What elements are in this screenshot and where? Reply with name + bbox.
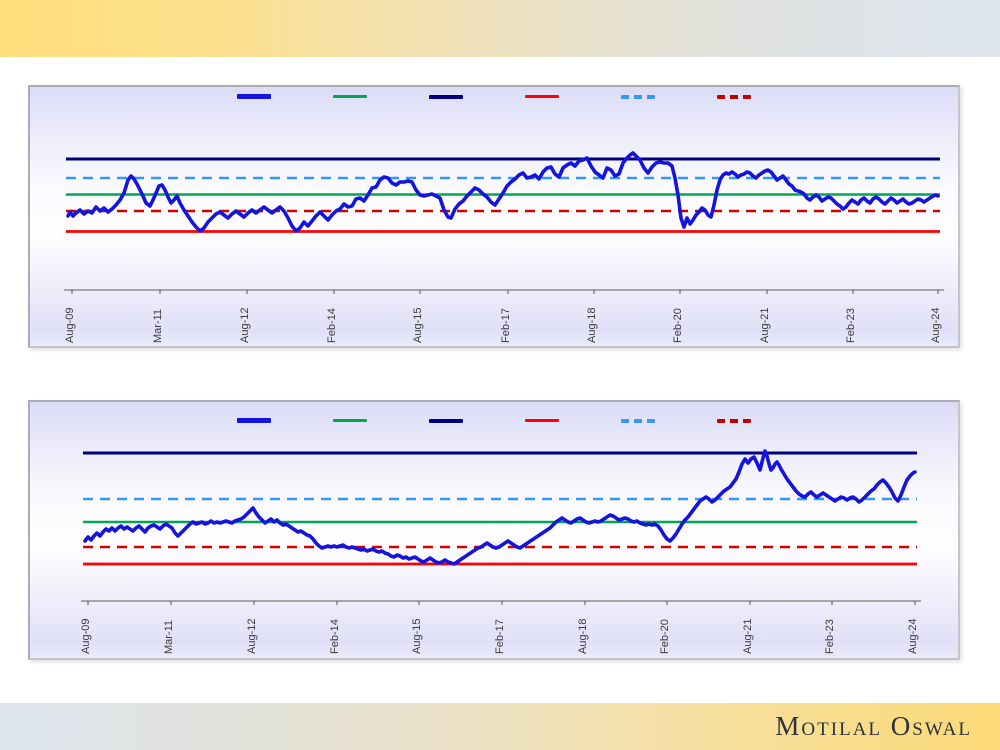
chart-legend [30,94,958,99]
x-axis-label: Feb-17 [500,308,512,343]
x-axis-label: Aug-21 [742,618,754,654]
x-axis-label: Feb-14 [326,308,338,343]
x-axis-label: Aug-18 [577,618,589,654]
legend-swatch-average-line [333,95,367,98]
chart-panel-bottom: Aug-09 Mar-11 Aug-12 Feb-14 Aug-15 Feb-17 Aug-… [28,400,960,660]
chart-plot [64,151,944,294]
legend-swatch-minus-sd-line [717,418,751,423]
x-axis-label: Aug-21 [759,307,771,343]
x-axis-label: Mar-11 [163,619,175,654]
x-axis-label: Aug-15 [411,618,423,654]
footer-gradient-bar: Motilal Oswal [0,703,1000,750]
x-axis-label: Aug-09 [80,618,92,654]
series-polyline [66,151,940,233]
legend-swatch-plus-sd-line [621,418,655,423]
x-axis-label: Aug-15 [412,307,424,343]
x-axis-label: Mar-11 [152,308,164,343]
legend-swatch-minus-sd-line [717,94,751,99]
legend-swatch-upper-band-line [429,418,463,423]
x-axis-label: Feb-14 [329,619,341,654]
header-gradient-bar [0,0,1000,57]
x-axis-label: Feb-20 [659,619,671,654]
x-axis-label: Aug-18 [586,307,598,343]
chart-plot [81,449,921,605]
x-axis-label: Feb-23 [824,619,836,654]
legend-swatch-plus-sd-line [621,94,655,99]
x-axis-label: Feb-17 [494,619,506,654]
legend-swatch-series-line [237,418,271,423]
series-polyline [83,449,917,566]
legend-swatch-lower-band-line [525,95,559,98]
x-axis-label: Aug-24 [930,307,942,343]
motilal-oswal-logo: Motilal Oswal [775,711,972,741]
x-axis-label: Aug-09 [64,307,76,343]
x-axis-label: Aug-12 [239,307,251,343]
legend-swatch-average-line [333,419,367,422]
chart-panel-top: Aug-09 Mar-11 Aug-12 Feb-14 Aug-15 Feb-17 Aug-… [28,85,960,348]
chart-legend [30,418,958,423]
x-axis-label: Aug-24 [907,618,919,654]
x-axis-label: Aug-12 [246,618,258,654]
x-axis-label: Feb-23 [845,308,857,343]
legend-swatch-upper-band-line [429,94,463,99]
legend-swatch-series-line [237,94,271,99]
legend-swatch-lower-band-line [525,419,559,422]
x-axis-label: Feb-20 [672,308,684,343]
